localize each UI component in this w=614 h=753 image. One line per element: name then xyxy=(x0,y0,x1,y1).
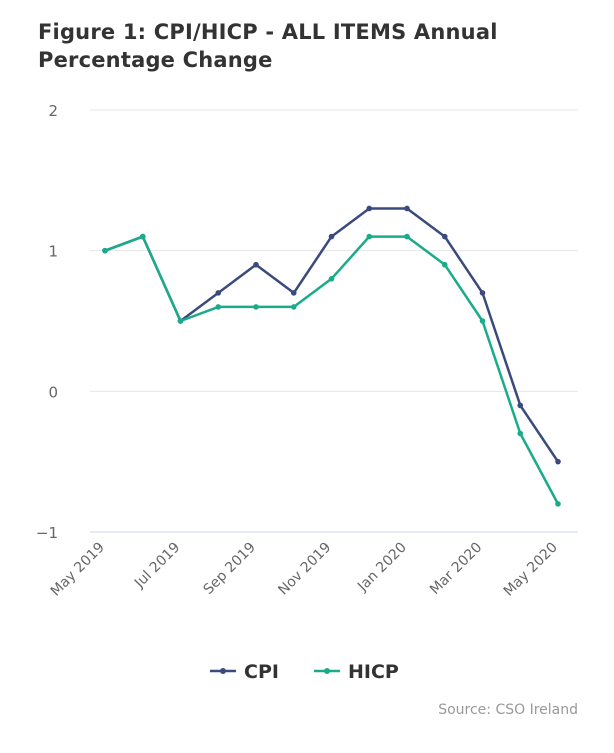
legend-item-cpi[interactable]: CPI xyxy=(210,661,279,683)
cpi-data-point xyxy=(215,290,222,296)
x-tick-label: May 2020 xyxy=(501,540,561,600)
hicp-data-point xyxy=(366,233,373,240)
hicp-data-point xyxy=(290,304,297,310)
y-tick-label: −1 xyxy=(36,524,58,542)
cpi-data-point xyxy=(290,290,297,296)
hicp-data-point xyxy=(102,247,108,254)
x-tick-label: Jul 2019 xyxy=(131,540,183,592)
x-tick-label: Jan 2020 xyxy=(354,540,410,596)
legend-swatch-marker xyxy=(324,668,330,674)
hicp-data-point xyxy=(404,233,410,240)
legend: CPI HICP xyxy=(210,661,399,683)
hicp-data-point xyxy=(555,501,561,507)
y-axis-tick-labels: 2 1 0 −1 xyxy=(36,102,58,542)
hicp-data-point xyxy=(328,276,335,282)
y-tick-label: 1 xyxy=(48,243,58,261)
legend-item-hicp[interactable]: HICP xyxy=(314,661,399,683)
hicp-data-point xyxy=(177,318,184,324)
legend-label: CPI xyxy=(244,661,279,683)
cpi-data-point xyxy=(441,233,448,240)
x-tick-label: Mar 2020 xyxy=(427,540,485,598)
x-tick-label: May 2019 xyxy=(48,540,108,600)
hicp-data-point xyxy=(441,261,448,268)
cpi-data-point xyxy=(253,261,259,268)
hicp-data-point xyxy=(253,304,259,310)
hicp-data-point xyxy=(215,304,222,310)
gridlines xyxy=(90,109,578,533)
cpi-data-point xyxy=(555,458,561,465)
legend-swatch-marker xyxy=(220,668,226,674)
x-tick-label: Nov 2019 xyxy=(275,540,334,599)
series-lines xyxy=(102,205,561,507)
cpi-data-point xyxy=(479,290,486,296)
y-tick-label: 2 xyxy=(48,102,58,120)
cpi-data-point xyxy=(328,233,335,240)
x-axis-tick-labels: May 2019 Jul 2019 Sep 2019 Nov 2019 Jan 2020… xyxy=(48,540,561,600)
source-note: Source: CSO Ireland xyxy=(438,702,578,718)
y-tick-label: 0 xyxy=(48,383,58,401)
legend-label: HICP xyxy=(348,661,399,683)
hicp-data-point xyxy=(479,318,486,324)
cpi-data-point xyxy=(404,205,410,212)
cpi-data-point xyxy=(517,402,524,409)
hicp-data-point xyxy=(139,233,146,240)
hicp-data-point xyxy=(517,430,524,437)
chart-title: Figure 1: CPI/HICP - ALL ITEMS Annual Pe… xyxy=(38,20,498,72)
cpi-data-point xyxy=(366,205,373,212)
cpi-series-line xyxy=(103,207,560,463)
x-tick-label: Sep 2019 xyxy=(201,540,259,598)
